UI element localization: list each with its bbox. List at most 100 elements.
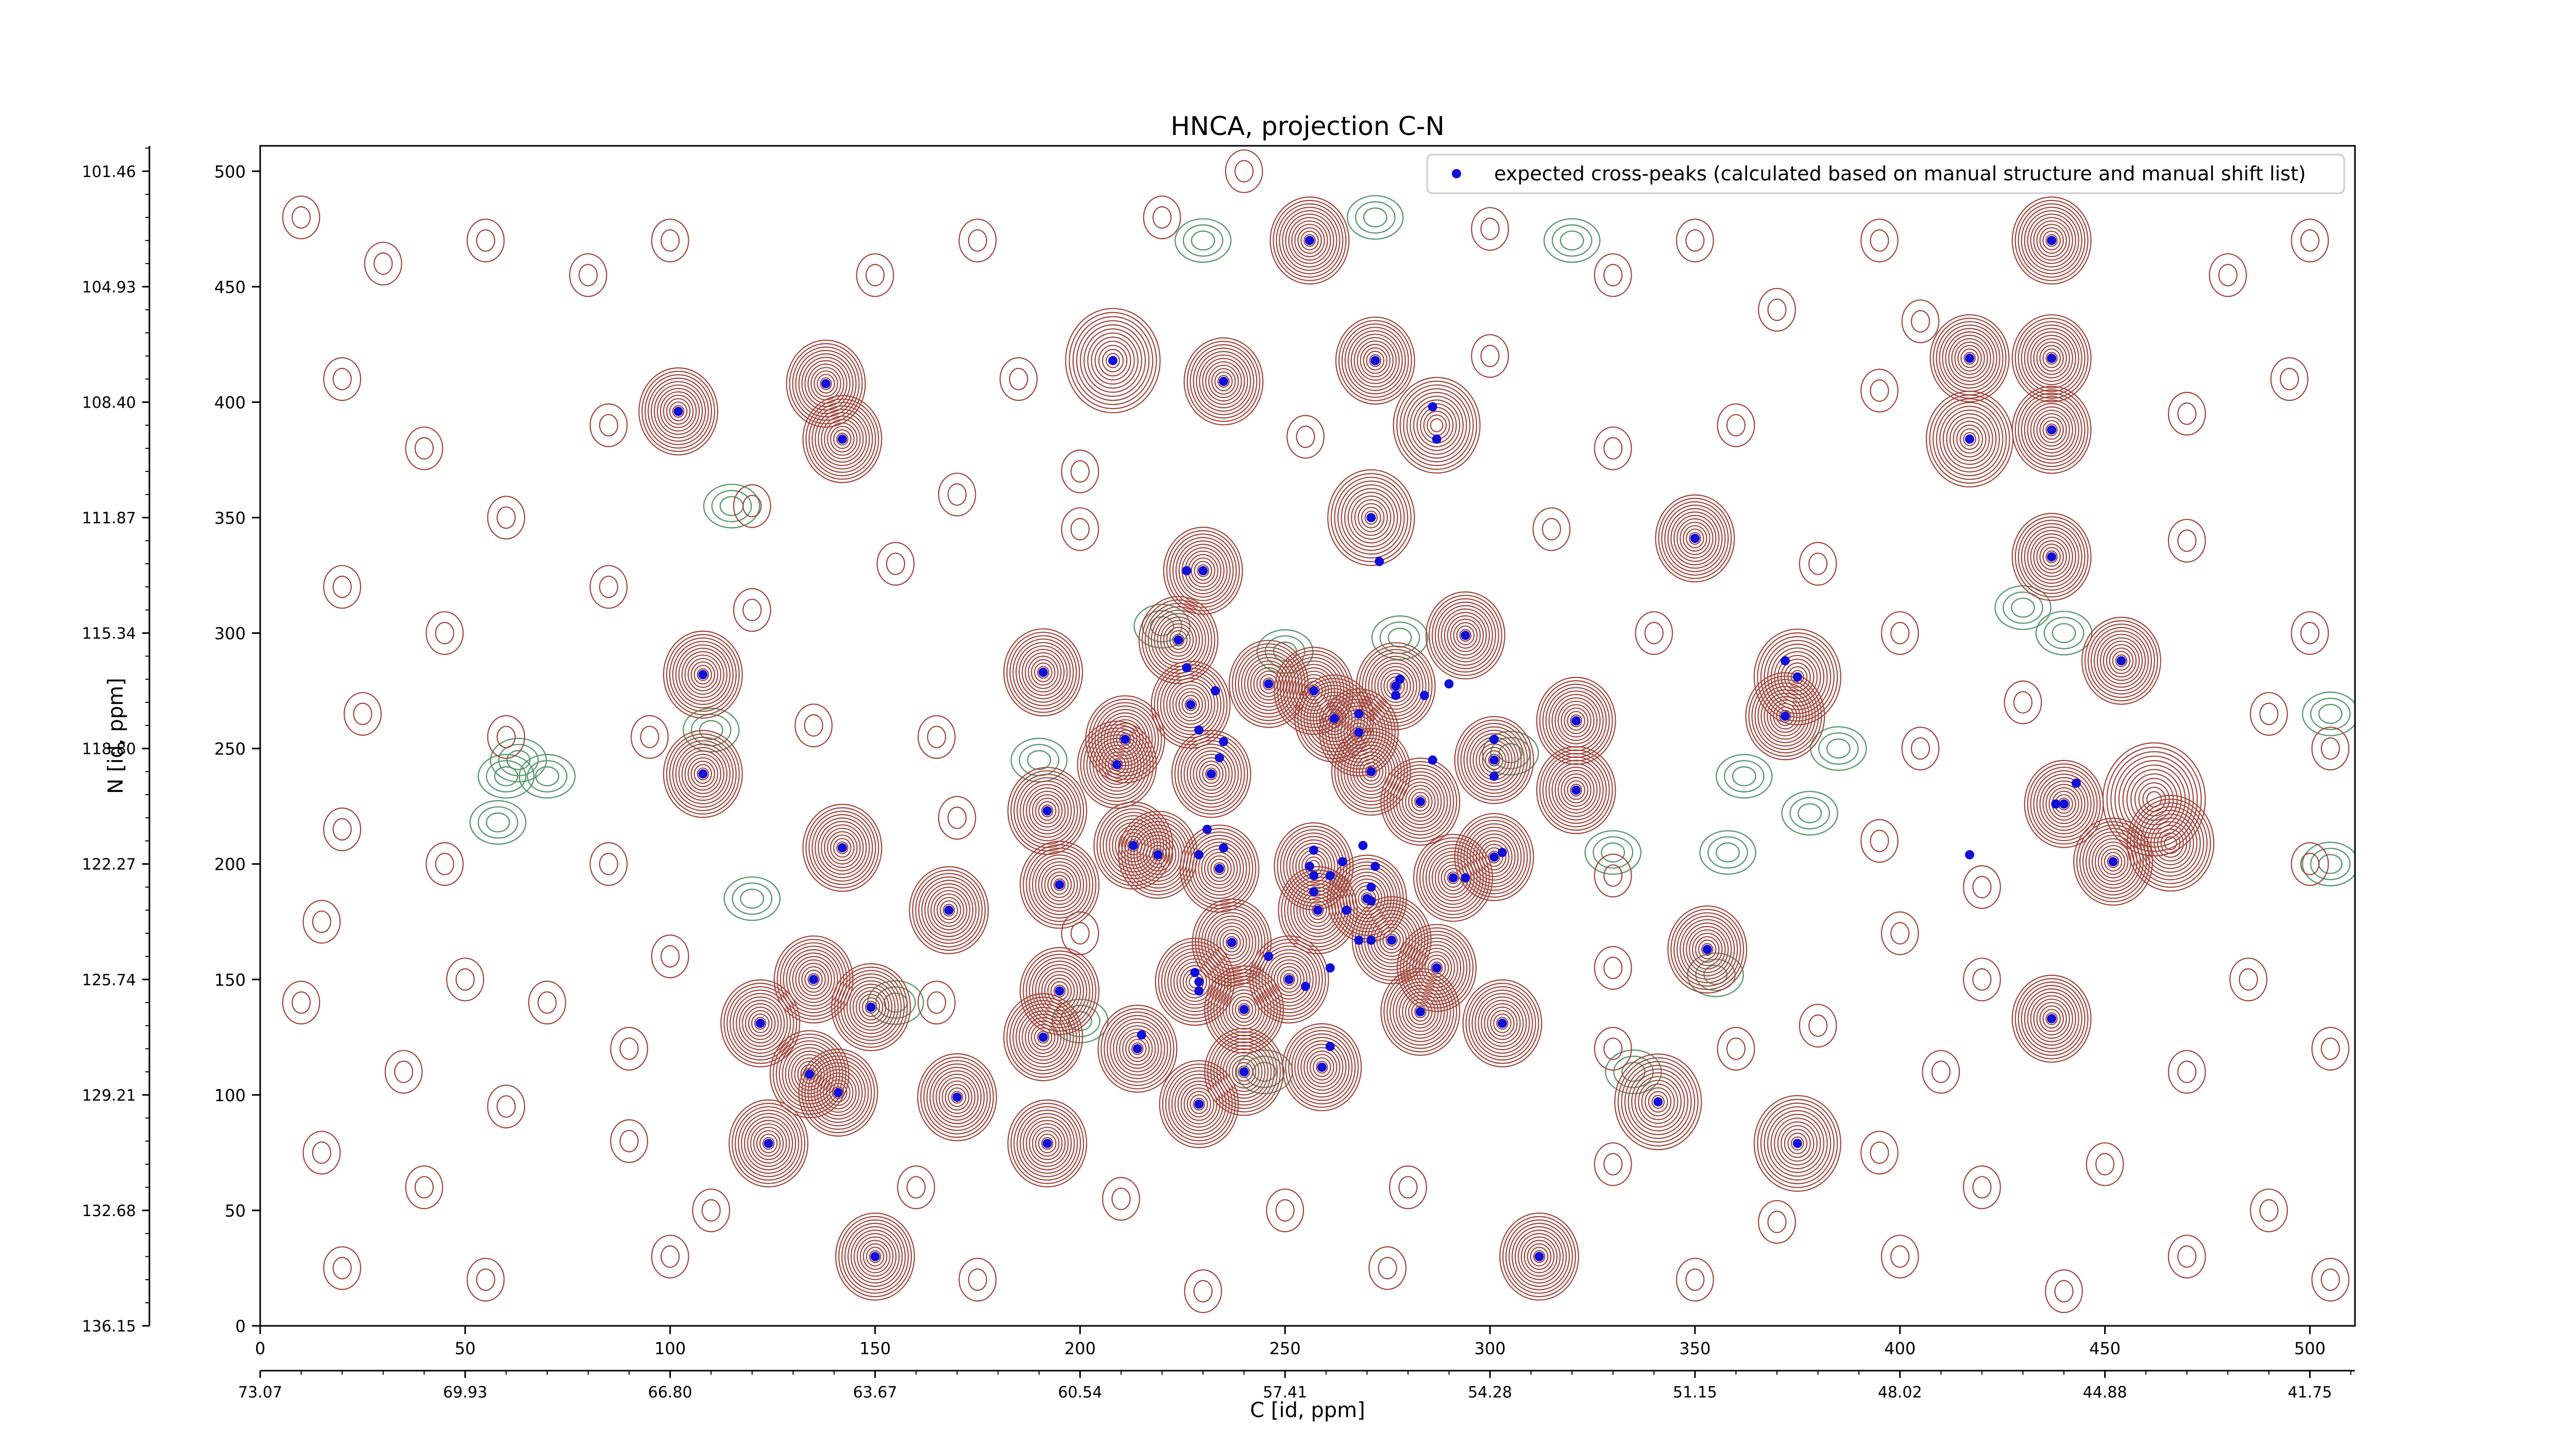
noise-contour-47 — [917, 715, 956, 759]
contour-ring — [1053, 878, 1066, 891]
noise-ring — [1890, 1245, 1910, 1268]
contour-ring — [938, 1077, 976, 1118]
contour-ring — [2045, 351, 2058, 365]
contour-ring — [1362, 649, 1430, 723]
contour-ring — [1667, 508, 1723, 569]
contour-ring — [1041, 804, 1054, 818]
noise-ring — [610, 1026, 649, 1071]
contour-ring — [1119, 733, 1131, 746]
contour-ring — [1238, 650, 1299, 718]
negative-contour-8 — [1716, 754, 1773, 799]
contour-ring — [738, 1109, 800, 1177]
contour-ring — [672, 405, 685, 418]
contour-ring — [650, 381, 706, 442]
contour-ring — [669, 736, 737, 812]
cross-peak-marker — [1112, 760, 1122, 770]
contour-ring — [675, 644, 731, 705]
contour-ring — [1183, 744, 1239, 804]
contour-ring — [1208, 364, 1239, 398]
contour-ring — [1294, 224, 1325, 258]
contour-ring — [1689, 532, 1701, 545]
contour-ring — [1310, 1054, 1334, 1081]
contour-ring — [1283, 973, 1296, 986]
noise-ring — [332, 576, 352, 598]
noise-contour-16 — [2291, 218, 2329, 263]
contour-ring — [2018, 519, 2086, 594]
noise-contour-11 — [1676, 218, 1714, 263]
contour-ring — [1041, 865, 1078, 905]
noise-ring — [692, 1188, 731, 1233]
contour-ring — [1199, 761, 1224, 787]
contour-ring — [2030, 334, 2073, 382]
contour-ring — [2011, 974, 2092, 1063]
negative-contour-9 — [1699, 830, 1756, 875]
contour-ring — [1366, 350, 1385, 370]
cross-peak-marker — [2051, 799, 2061, 809]
contour-ring — [1365, 765, 1378, 778]
contour-peak-54 — [1380, 968, 1461, 1056]
noise-ring — [1808, 1014, 1828, 1037]
contour-ring — [1297, 227, 1322, 254]
contour-ring — [1207, 915, 1257, 970]
contour-ring — [1351, 896, 1432, 985]
contour-ring — [817, 1069, 860, 1117]
contour-ring — [936, 897, 961, 924]
contour-ring — [2048, 787, 2079, 821]
noise-ring — [660, 945, 680, 968]
contour-ring — [1019, 1010, 1068, 1065]
noise-ring — [435, 621, 454, 645]
contour-ring — [1396, 380, 1478, 470]
cross-peak-marker — [1428, 402, 1437, 412]
noise-ring — [332, 367, 352, 391]
contour-ring — [1459, 629, 1472, 642]
contour-ring — [1554, 697, 1598, 745]
contour-ring — [2036, 1002, 2067, 1036]
contour-ring — [921, 880, 977, 941]
contour-ring — [909, 866, 989, 954]
contour-ring — [1280, 969, 1299, 989]
contour-ring — [726, 986, 794, 1061]
contour-ring — [2097, 845, 2129, 879]
contour-ring — [855, 990, 887, 1024]
contour-ring — [681, 651, 725, 698]
noise-ring — [1225, 149, 1263, 193]
contour-peak-69 — [1753, 628, 1841, 726]
noise-contour-105 — [2311, 1257, 2350, 1302]
noise-contour-66 — [1594, 946, 1632, 990]
contour-ring — [1343, 741, 1399, 802]
noise-ring — [1594, 946, 1632, 990]
noise-ring — [2320, 1268, 2340, 1291]
contour-ring — [936, 1073, 979, 1121]
contour-ring — [1393, 377, 1481, 474]
contour-ring — [818, 412, 867, 466]
contour-ring — [1249, 935, 1329, 1024]
negative-ring — [469, 800, 527, 845]
cross-peak-marker — [1055, 986, 1064, 996]
contour-ring — [944, 1084, 970, 1111]
y-index-tick-label: 200 — [214, 855, 246, 874]
contour-ring — [869, 1250, 882, 1263]
contour-ring — [815, 817, 870, 879]
negative-ring — [1067, 1010, 1092, 1031]
contour-ring — [2118, 760, 2190, 839]
negative-ring — [1716, 842, 1740, 863]
negative-ring — [723, 876, 781, 921]
y-ppm-tick-label: 132.68 — [82, 1202, 136, 1220]
contour-ring — [1028, 1020, 1059, 1054]
contour-peak-18 — [1020, 947, 1100, 1035]
contour-peak-77 — [2011, 974, 2092, 1063]
contour-ring — [1325, 709, 1344, 729]
contour-ring — [837, 970, 905, 1044]
y-ppm-tick-label: 125.74 — [82, 971, 136, 989]
contour-ring — [1956, 424, 1984, 454]
contour-peak-11 — [831, 963, 911, 1052]
contour-ring — [856, 1236, 894, 1277]
noise-contour-91 — [1860, 1131, 1899, 1175]
noise-contour-22 — [938, 473, 976, 517]
contour-ring — [1107, 1015, 1168, 1083]
contour-ring — [2036, 773, 2092, 835]
y-index-tick-label: 0 — [235, 1317, 246, 1336]
cross-peak-marker — [1182, 663, 1192, 672]
contour-ring — [802, 395, 883, 483]
contour-ring — [859, 1240, 891, 1273]
